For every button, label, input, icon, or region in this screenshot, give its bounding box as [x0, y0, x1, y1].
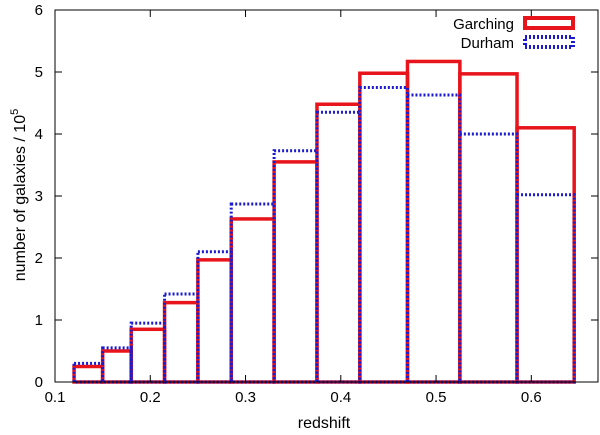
bar-garching-5	[229, 217, 276, 384]
bar-garching-3	[162, 300, 200, 384]
series-durham	[72, 86, 576, 384]
bar-durham-9	[405, 93, 462, 384]
bar-garching-4	[196, 258, 233, 384]
y-tick-label-4: 4	[35, 126, 43, 143]
series-garching	[72, 59, 576, 384]
x-axis-label: redshift	[298, 415, 351, 432]
y-axis-label-exponent: 5	[9, 109, 21, 115]
bar-garching-9	[405, 59, 462, 384]
y-axis-label-main: number of galaxies / 10	[12, 115, 29, 281]
y-tick-label-0: 0	[35, 374, 43, 391]
legend-label-garching: Garching	[453, 16, 514, 33]
bar-durham-5	[229, 202, 276, 384]
y-tick-label-5: 5	[35, 64, 43, 81]
x-tick-label-1: 0.2	[140, 389, 161, 406]
bar-garching-10	[458, 72, 519, 384]
y-tick-label-2: 2	[35, 250, 43, 267]
bar-durham-3	[163, 292, 200, 384]
legend-swatch-durham	[523, 35, 575, 49]
x-tick-label-4: 0.5	[426, 389, 447, 406]
x-tick-label-5: 0.6	[521, 389, 542, 406]
bar-garching-1	[100, 349, 133, 384]
bar-garching-8	[358, 71, 410, 384]
bar-durham-8	[358, 86, 409, 384]
bar-durham-2	[129, 321, 167, 384]
legend-label-durham: Durham	[461, 35, 514, 52]
y-tick-label-6: 6	[35, 2, 43, 19]
legend: Garching Durham	[453, 16, 575, 52]
bar-garching-7	[315, 102, 362, 384]
histogram-bars	[72, 59, 576, 384]
bar-durham-11	[515, 193, 576, 384]
bar-durham-7	[315, 110, 362, 384]
bar-durham-6	[272, 149, 319, 384]
bar-garching-0	[72, 364, 105, 384]
y-tick-label-1: 1	[35, 312, 43, 329]
bar-garching-2	[129, 327, 167, 384]
y-axis-label: number of galaxies / 105	[9, 109, 29, 281]
bar-garching-6	[272, 160, 319, 384]
y-tick-label-3: 3	[35, 188, 43, 205]
x-tick-label-2: 0.3	[235, 389, 256, 406]
bar-durham-1	[101, 346, 133, 384]
x-tick-label-0: 0.1	[45, 389, 66, 406]
bar-durham-10	[458, 132, 519, 384]
bar-garching-11	[515, 126, 576, 384]
bar-durham-4	[196, 250, 233, 384]
x-tick-label-3: 0.4	[330, 389, 351, 406]
legend-swatch-garching	[523, 16, 575, 30]
axis-ticks: 0.1 0.2 0.3 0.4 0.5 0.6 0 1 2 3 4 5 6	[35, 2, 598, 406]
